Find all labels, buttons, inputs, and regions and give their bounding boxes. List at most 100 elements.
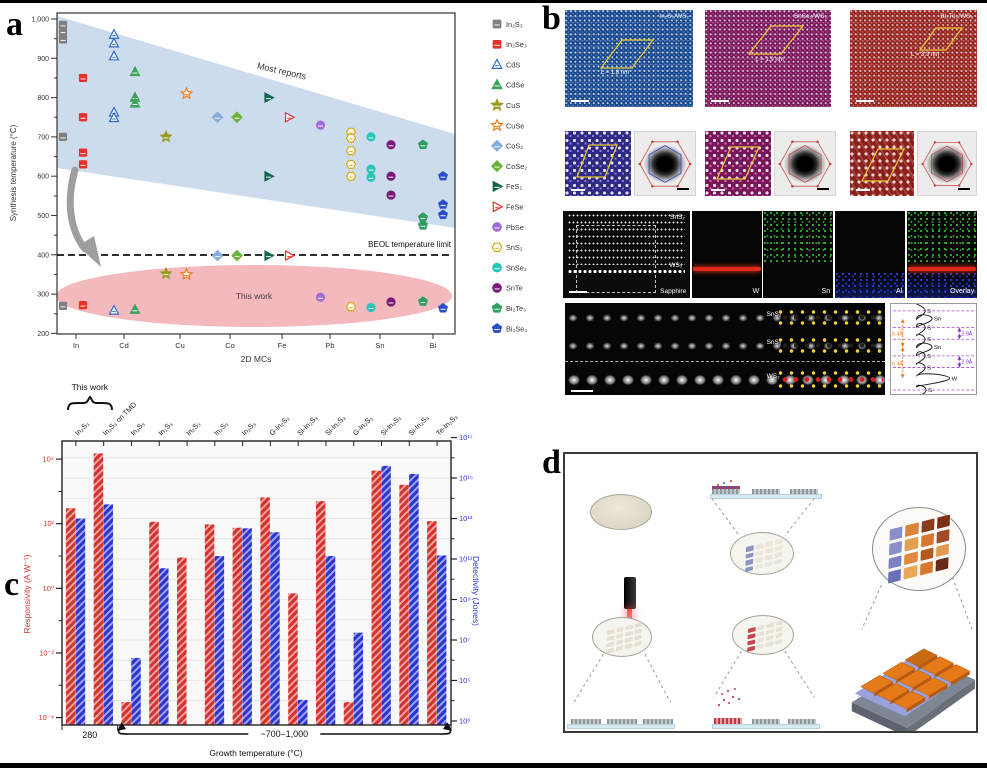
legend-label: CoS₂ (506, 142, 523, 151)
series-CdS (108, 28, 120, 315)
marker-diamond (490, 139, 504, 152)
diffraction-hexagons (921, 141, 973, 187)
device-3d-render (851, 648, 976, 731)
legend-label: Bi₂Te₃ (506, 304, 526, 313)
series-FeS₂ (264, 92, 275, 262)
scale-bar (571, 99, 589, 102)
image-title: In₂S₃/WS₂ (659, 13, 689, 20)
marker-pentagon (437, 209, 449, 219)
panel-a-letter: a (6, 6, 23, 43)
left-tick-label: 10⁰ (43, 584, 54, 593)
sn-signal-region (763, 211, 833, 264)
marker-triangle (108, 50, 120, 61)
scale-bar (711, 188, 725, 191)
ws2-atomic-model (777, 369, 883, 391)
series-CoSe₂ (231, 111, 243, 262)
atom-label: S (927, 309, 931, 315)
marker-circle (315, 292, 326, 302)
layer-label-ws2: WS₂ (766, 373, 780, 380)
eds-map-overlay: Overlay (907, 211, 977, 298)
marker-star (179, 86, 194, 100)
eds-map-sn: Sn (763, 211, 833, 298)
panel-c-photodetector-performance-chart: In₂S₃ In₂S₃ on TMD In₂S₃ In₂S₃ In₂S₃ In₂S₃ In₂… (0, 376, 540, 768)
spacing-label: 2.9Å (961, 359, 972, 366)
x-tick-label: Sn (375, 341, 384, 350)
this-work-label: This work (236, 291, 273, 301)
right-tick-label: 10³ (459, 716, 470, 725)
panel-c-letter: c (4, 566, 20, 603)
sns2-atomic-model (777, 309, 883, 327)
layer-label-ws2: WS₂ (669, 262, 683, 270)
atom-label: S (927, 354, 931, 360)
right-axis-title: Detectivity (Jones) (471, 556, 481, 626)
y-tick-label: 700 (37, 134, 49, 141)
marker-star (179, 267, 194, 281)
y-tick-label: 800 (37, 95, 49, 102)
marker-circle (315, 120, 326, 130)
zoom-connector (573, 653, 604, 703)
scale-bar (711, 99, 729, 102)
marker-hexagon (345, 133, 357, 143)
panel-d-letter: d (542, 444, 561, 481)
sns2-lattice-layers (568, 214, 685, 265)
category-label: In₂S₃ (129, 419, 147, 437)
lattice-zoom-in2s3 (565, 131, 631, 196)
panel-a-synthesis-temperature-chart: 1,000 900 800 700 600 500 400 300 200 In Cd Cu Co Fe P… (0, 0, 540, 384)
marker-triangle (108, 111, 120, 123)
marker-square (78, 160, 88, 169)
intensity-curve (915, 303, 951, 400)
marker-diamond (231, 249, 243, 262)
marker-triangle (129, 97, 141, 108)
marker-triangle-right (284, 111, 296, 123)
series-CoS₂ (211, 111, 224, 262)
marker-triangle (129, 65, 141, 77)
bar-detectivity-3 (159, 568, 169, 725)
right-tick-label: 10¹⁵ (459, 474, 473, 483)
zoom-connector (711, 498, 740, 537)
al-signal-region (907, 271, 977, 298)
arrow-head (957, 355, 962, 360)
arrow-head (957, 363, 962, 368)
bar-responsivity-11 (371, 470, 382, 725)
series-SnSe₂ (366, 132, 376, 313)
atom-label: S (927, 366, 931, 372)
marker-circle (386, 171, 396, 181)
connectors-and-3d-device (573, 498, 976, 731)
patterned-wafer-first-material (730, 532, 794, 575)
category-label: In₂S₃ (73, 419, 91, 437)
marker-star (159, 266, 173, 280)
substrate (710, 494, 822, 499)
category-label: In₂S₃ (240, 419, 258, 437)
category-label: Te-In₂S₃ (434, 412, 459, 437)
scatter-plot: 1,000 900 800 700 600 500 400 300 200 In Cd Cu Co Fe P… (9, 12, 527, 364)
panel-b-letter: b (542, 0, 561, 37)
marker-circle (366, 164, 376, 174)
substrate (567, 724, 675, 729)
brace-arrow-right (443, 723, 452, 731)
plot-background (62, 441, 451, 725)
moire-period-label: L = 3.3 nm (910, 51, 940, 58)
beol-limit-label: BEOL temperature limit (368, 240, 452, 249)
marker-square (492, 39, 502, 49)
legend-label: Bi₂Se₃ (506, 324, 527, 333)
moire-period-label: L = 1.9 nm (755, 56, 784, 63)
marker-hexagon (491, 242, 503, 252)
grown-film-stack (714, 718, 742, 724)
atom-label: W (952, 376, 958, 382)
bar-detectivity-11 (381, 465, 391, 725)
marker-hexagon (345, 302, 357, 312)
plot-frame (61, 440, 452, 726)
electrode-cross-section (567, 707, 675, 729)
ws2-monolayer-row (568, 269, 685, 275)
interface-stem-image: SnS₂ SnS₂ WS₂ (565, 303, 885, 395)
down-arrow (66, 166, 89, 253)
right-tick-label: 10⁵ (459, 676, 470, 685)
arrow-head (900, 347, 905, 351)
right-tick-label: 10⁹ (459, 595, 471, 604)
marker-hexagon (345, 159, 357, 169)
diffraction-center-spot (784, 144, 826, 183)
laser-pointer (624, 577, 636, 609)
bar-detectivity-2 (131, 657, 141, 725)
left-tick-label: 10⁻² (39, 648, 54, 657)
